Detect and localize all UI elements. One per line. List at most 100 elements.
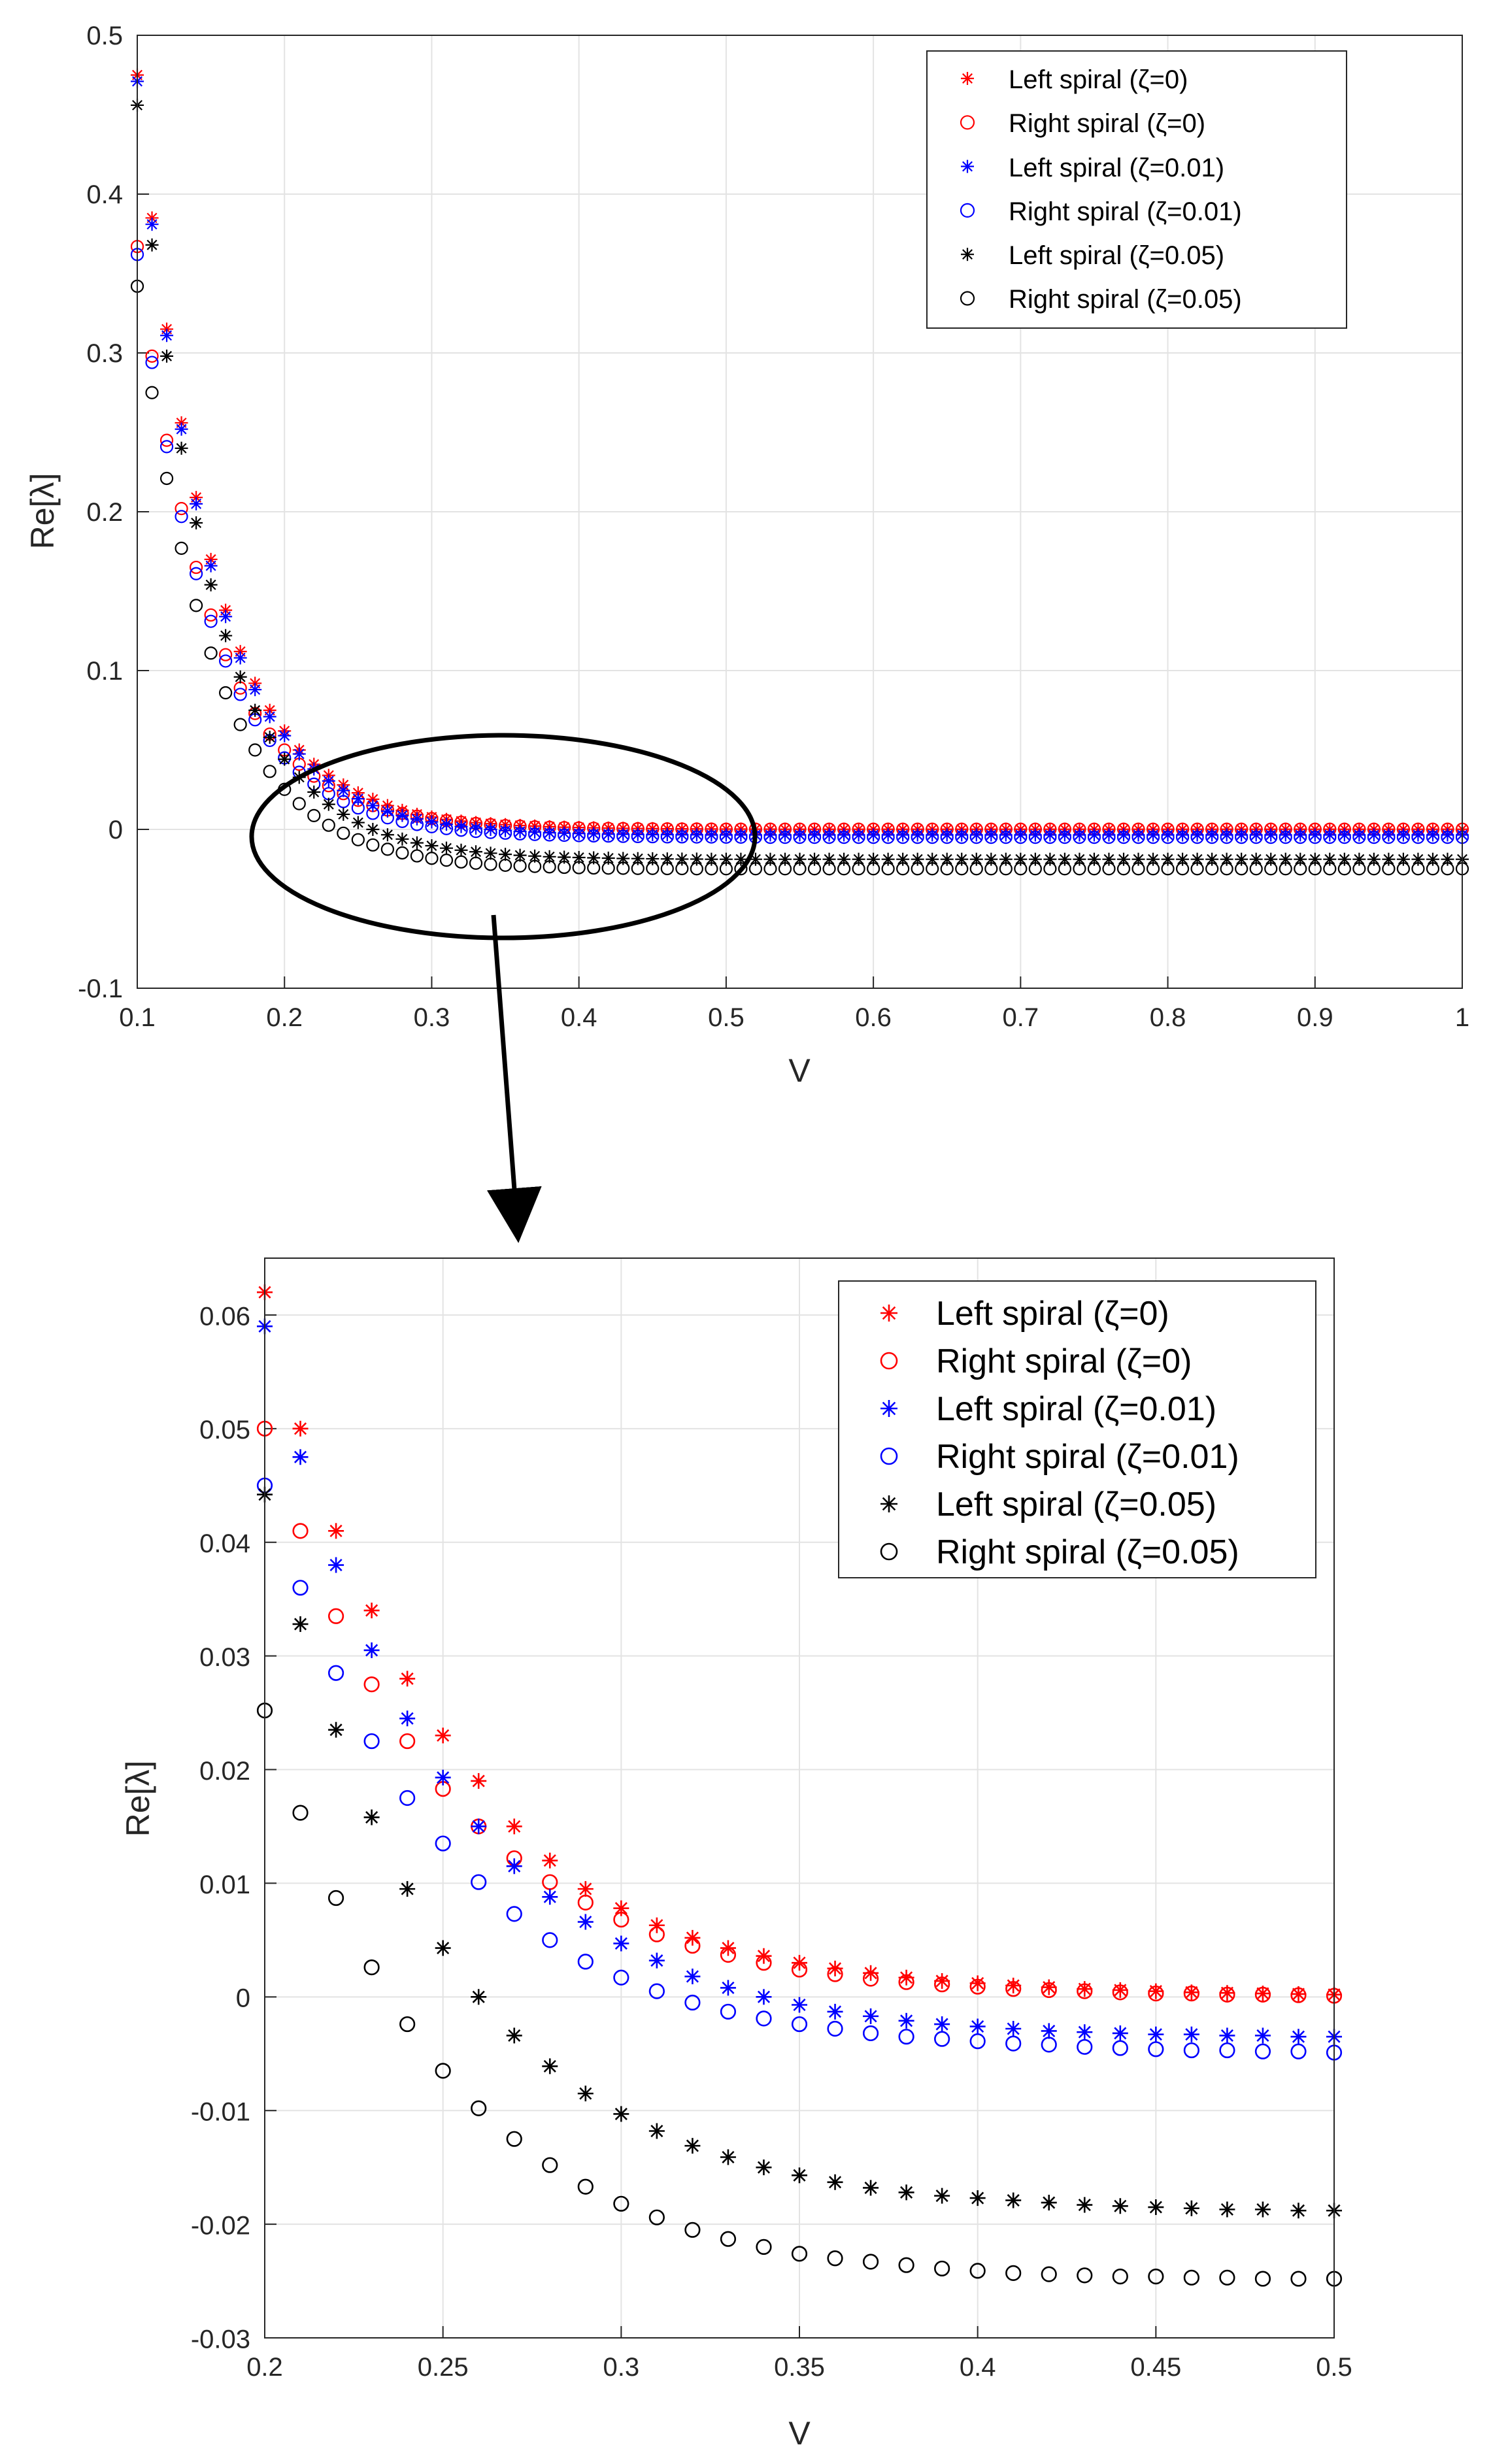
circle-point-s6 [1382, 862, 1396, 876]
star-point-s5 [1077, 2197, 1093, 2213]
circle-point-s6 [145, 386, 159, 399]
star-point-s3 [898, 2012, 914, 2029]
star-point-s3 [1220, 828, 1233, 842]
legend-circle-marker [880, 1542, 898, 1561]
star-point-s3 [528, 825, 542, 839]
star-point-s3 [1308, 828, 1322, 842]
circle-point-s4 [720, 2003, 737, 2020]
circle-point-s4 [756, 2010, 772, 2027]
star-point-s5 [863, 2180, 879, 2196]
circle-point-s6 [1190, 862, 1204, 876]
star-point-s5 [955, 852, 969, 866]
top-legend-markers [960, 72, 975, 306]
circle-point-s2 [1041, 1982, 1057, 1998]
bottom-legend-box [838, 1280, 1316, 1578]
circle-point-s6 [1294, 862, 1307, 876]
circle-point-s2 [827, 1966, 843, 1982]
circle-point-s6 [1249, 862, 1263, 876]
y-tick-label: 0.5 [86, 22, 123, 50]
star-point-s5 [1290, 2203, 1307, 2219]
star-point-s5 [1441, 852, 1454, 866]
star-point-s5 [263, 731, 276, 744]
star-point-s3 [827, 2003, 843, 2020]
circle-point-s6 [1146, 862, 1160, 876]
circle-point-s4 [1337, 831, 1351, 844]
circle-point-s4 [1323, 831, 1337, 844]
star-point-s5 [1161, 852, 1175, 866]
circle-point-s4 [506, 1906, 522, 1922]
star-point-s3 [190, 497, 203, 510]
circle-point-s6 [1367, 862, 1381, 876]
star-point-s3 [648, 1952, 665, 1969]
circle-point-s4 [399, 1790, 416, 1806]
circle-point-s4 [684, 1994, 701, 2011]
star-point-s3 [380, 805, 394, 818]
circle-point-s4 [1077, 2039, 1093, 2055]
star-point-s3 [822, 828, 836, 842]
circle-point-s6 [395, 846, 409, 860]
circle-point-s6 [616, 861, 630, 875]
top-y-axis-label: Re[λ] [24, 473, 61, 550]
circle-point-s4 [469, 825, 483, 839]
legend-circle-marker [960, 291, 975, 306]
circle-point-s4 [498, 826, 512, 840]
star-point-s3 [399, 1710, 416, 1727]
circle-point-s6 [1337, 862, 1351, 876]
star-point-s3 [999, 828, 1013, 842]
circle-point-s6 [684, 2222, 701, 2238]
bottom-legend: Left spiral (ζ=0) Right spiral (ζ=0) Lef… [838, 1280, 1316, 1578]
star-point-s5 [1043, 852, 1057, 866]
star-point-s5 [204, 578, 218, 591]
legend-star-marker [961, 248, 974, 261]
y-tick-label: 0.05 [199, 1416, 250, 1444]
star-point-s3 [1014, 828, 1028, 842]
circle-point-s6 [675, 861, 689, 876]
bottom-x-axis-label: V [788, 2415, 811, 2452]
star-point-s5 [1352, 852, 1366, 866]
star-point-s5 [793, 852, 807, 866]
star-point-s3 [506, 1858, 522, 1874]
circle-point-s4 [999, 831, 1013, 844]
circle-point-s4 [1264, 831, 1278, 844]
circle-point-s6 [469, 856, 483, 870]
circle-point-s4 [1014, 831, 1028, 844]
circle-point-s4 [822, 831, 836, 844]
circle-point-s6 [601, 861, 615, 875]
star-point-s3 [145, 218, 159, 231]
circle-point-s6 [881, 862, 895, 876]
top-legend: Left spiral (ζ=0) Right spiral (ζ=0) Lef… [926, 50, 1347, 329]
star-point-s3 [1073, 828, 1086, 842]
star-point-s5 [577, 2086, 594, 2102]
star-point-s3 [881, 828, 895, 842]
circle-point-s4 [1441, 831, 1454, 844]
star-point-s3 [1279, 828, 1292, 842]
bottom-y-axis-label: Re[λ] [120, 1761, 156, 1837]
zoom-arrow [486, 914, 542, 1243]
circle-point-s6 [613, 2195, 629, 2212]
star-point-s3 [513, 825, 527, 839]
star-point-s5 [898, 2184, 914, 2201]
circle-point-s6 [399, 2016, 416, 2033]
x-tick-label: 0.5 [1316, 2353, 1352, 2382]
circle-point-s6 [366, 838, 380, 852]
legend-star-marker [880, 1305, 897, 1322]
star-point-s5 [631, 852, 645, 865]
x-tick-label: 0.45 [1130, 2353, 1181, 2382]
star-point-s5 [484, 846, 497, 860]
star-point-s5 [705, 852, 718, 866]
circle-point-s4 [793, 831, 807, 844]
star-point-s5 [278, 752, 292, 766]
legend-circle-marker [880, 1447, 898, 1465]
star-point-s3 [720, 1980, 736, 1996]
star-point-s5 [542, 2058, 558, 2074]
star-point-s3 [1382, 828, 1396, 842]
circle-point-s4 [955, 831, 969, 844]
circle-point-s4 [1426, 831, 1440, 844]
circle-point-s4 [940, 831, 954, 844]
star-point-s5 [616, 852, 630, 865]
top-chart: 0.1 0.2 0.3 0.4 0.5 0.6 0.7 0.8 0.9 1 0.5 0.4 0.3 0.2… [24, 22, 1469, 1243]
star-point-s3 [984, 828, 998, 842]
circle-point-s6 [1102, 862, 1116, 876]
circle-point-s6 [763, 862, 777, 876]
